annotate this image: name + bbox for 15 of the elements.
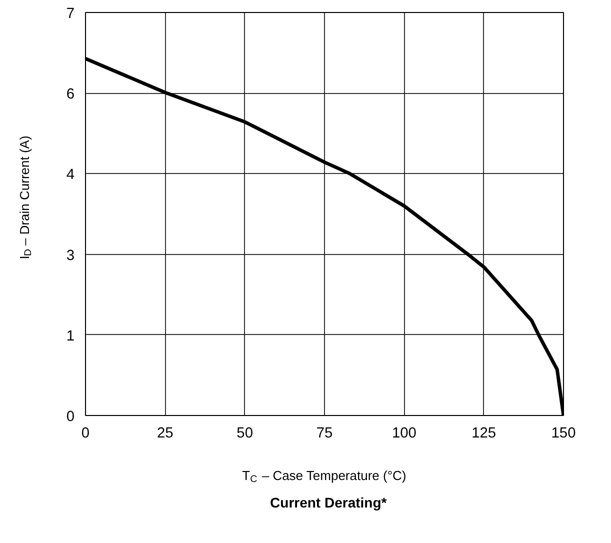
x-tick-label: 50 bbox=[236, 426, 253, 442]
y-tick-label: 1 bbox=[66, 328, 75, 344]
y-tick-label: 3 bbox=[66, 248, 75, 264]
y-tick-label: 4 bbox=[66, 167, 75, 184]
y-tick-label: 7 bbox=[66, 6, 75, 22]
x-tick-label: 25 bbox=[157, 426, 174, 442]
x-tick-label: 125 bbox=[472, 426, 496, 442]
y-axis-title: ID – Drain Current (A) bbox=[17, 136, 34, 260]
x-tick-label: 150 bbox=[551, 426, 576, 442]
x-tick-label: 0 bbox=[81, 426, 90, 442]
x-tick-label: 75 bbox=[316, 426, 333, 442]
y-tick-label: 0 bbox=[66, 409, 75, 425]
text: Current Derating* bbox=[270, 494, 388, 510]
y-tick-label: 6 bbox=[66, 86, 75, 103]
x-tick-label: 100 bbox=[392, 426, 416, 442]
